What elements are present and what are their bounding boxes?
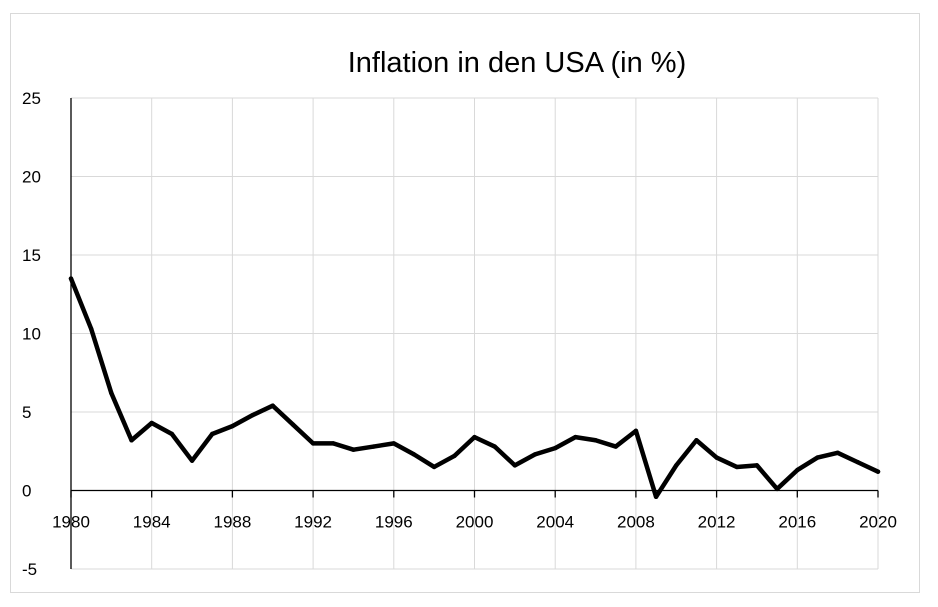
data-point bbox=[411, 452, 417, 457]
x-tick-label: 2004 bbox=[536, 513, 574, 532]
data-point bbox=[452, 453, 457, 459]
y-tick-label: 20 bbox=[22, 168, 41, 187]
data-point bbox=[512, 463, 518, 468]
data-point bbox=[250, 412, 255, 418]
series-layer bbox=[68, 276, 881, 500]
chart-frame bbox=[10, 13, 920, 593]
data-point bbox=[633, 428, 639, 434]
y-tick-label: 5 bbox=[22, 403, 31, 422]
data-point bbox=[714, 455, 719, 460]
data-point bbox=[593, 438, 598, 443]
data-point bbox=[331, 441, 336, 446]
y-tick-label: 15 bbox=[22, 246, 41, 265]
y-tick-label: 0 bbox=[22, 482, 31, 501]
x-tick-label: 1992 bbox=[294, 513, 332, 532]
x-tick-label: 2016 bbox=[778, 513, 816, 532]
x-tick-label: 1980 bbox=[52, 513, 90, 532]
data-point bbox=[674, 463, 679, 468]
x-tick-label: 1996 bbox=[375, 513, 413, 532]
y-tick-label: 10 bbox=[22, 325, 41, 344]
data-point bbox=[129, 438, 134, 443]
data-point bbox=[774, 486, 780, 492]
data-point bbox=[391, 441, 396, 446]
data-point bbox=[694, 438, 699, 443]
data-point bbox=[855, 460, 861, 465]
x-tick-label: 2020 bbox=[859, 513, 897, 532]
x-tick-label: 2000 bbox=[456, 513, 494, 532]
data-point bbox=[835, 450, 840, 456]
data-point bbox=[88, 326, 94, 331]
data-point bbox=[210, 431, 215, 437]
data-point bbox=[351, 447, 356, 452]
data-point bbox=[754, 463, 760, 468]
data-point bbox=[169, 431, 175, 437]
data-point bbox=[149, 420, 154, 426]
data-point bbox=[431, 464, 437, 470]
data-point bbox=[613, 444, 618, 449]
data-point bbox=[109, 390, 114, 396]
data-point bbox=[310, 441, 316, 446]
data-point bbox=[270, 403, 275, 408]
data-point bbox=[472, 434, 477, 440]
data-point bbox=[68, 276, 74, 281]
x-tick-label: 1988 bbox=[213, 513, 251, 532]
axes bbox=[70, 98, 879, 569]
data-point bbox=[230, 423, 235, 429]
x-tick-label: 1984 bbox=[133, 513, 171, 532]
data-point bbox=[795, 467, 800, 473]
data-point bbox=[875, 469, 881, 474]
data-point bbox=[371, 444, 376, 449]
data-point bbox=[189, 458, 195, 463]
y-tick-label: 25 bbox=[22, 89, 41, 108]
data-point bbox=[734, 464, 739, 470]
data-point bbox=[573, 434, 578, 440]
data-point bbox=[290, 422, 296, 427]
y-tick-label: -5 bbox=[22, 560, 37, 579]
data-point bbox=[815, 455, 820, 460]
data-point bbox=[653, 494, 659, 499]
gridlines bbox=[71, 97, 879, 570]
chart-title: Inflation in den USA (in %) bbox=[348, 47, 687, 79]
x-tick-label: 2012 bbox=[698, 513, 736, 532]
data-point bbox=[532, 452, 538, 457]
x-tick-label: 2008 bbox=[617, 513, 655, 532]
tick-labels: 25 20 15 10 5 0 -5 1980 1984 1988 1992 1996 2000 2004… bbox=[22, 89, 897, 579]
data-point bbox=[553, 445, 558, 451]
data-point bbox=[492, 444, 497, 449]
